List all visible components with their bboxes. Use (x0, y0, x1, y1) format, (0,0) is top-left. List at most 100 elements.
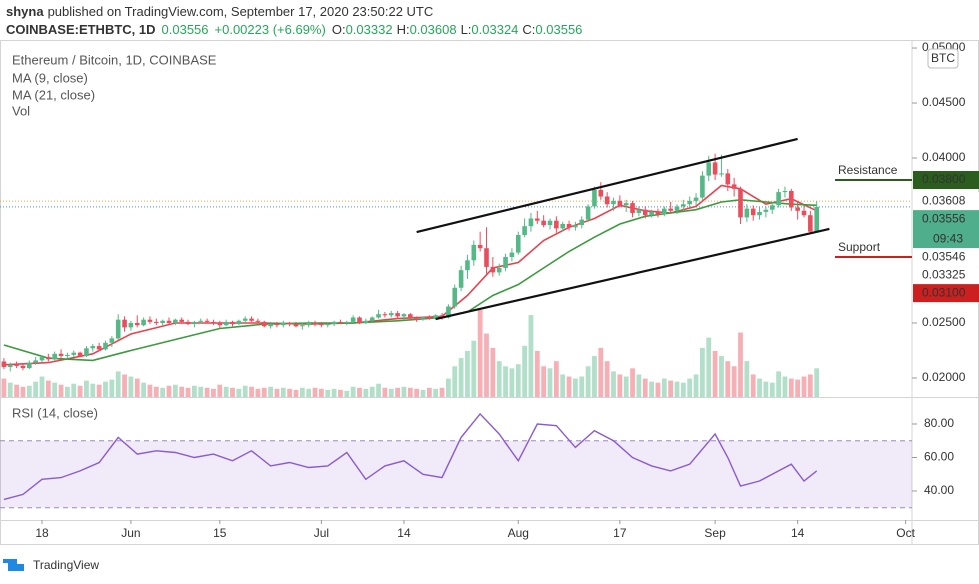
volume-bar (471, 340, 477, 397)
candle-body (750, 208, 756, 216)
candle-body (103, 342, 108, 350)
volume-bar (414, 388, 420, 397)
candle-body (319, 324, 324, 326)
candle-body (376, 314, 381, 318)
candle-body (789, 191, 794, 208)
volume-bar (77, 385, 83, 397)
symbol-line: COINBASE:ETHBTC, 1D 0.03556 +0.00223 (+6.6… (6, 22, 582, 37)
volume-bar (592, 356, 597, 397)
candle-body (439, 315, 445, 318)
volume-bar (541, 366, 547, 397)
volume-bar (223, 386, 229, 397)
volume-bar (642, 378, 648, 397)
volume-bar (331, 388, 337, 397)
volume-bar (153, 386, 159, 397)
x-tick-label: Aug (508, 526, 529, 540)
volume-bar (388, 388, 394, 397)
volume-bar (357, 387, 362, 397)
candle-body (515, 234, 521, 253)
volume-bar (179, 386, 185, 397)
volume-bar (534, 350, 540, 397)
candle-body (700, 175, 705, 198)
volume-bar (312, 387, 318, 397)
volume-bar (147, 384, 153, 397)
volume-bar (617, 374, 623, 397)
volume-bar (242, 385, 248, 397)
candle-body (344, 321, 350, 323)
volume-bar (566, 376, 572, 397)
volume-bar (33, 381, 39, 397)
candle-body (814, 206, 819, 232)
level-label: Resistance (838, 163, 898, 177)
volume-bar (744, 361, 750, 397)
volume-bar (407, 387, 413, 397)
volume-bar (236, 388, 242, 397)
candle-body (261, 321, 267, 327)
volume-bar (172, 384, 178, 397)
rsi-pane (0, 412, 912, 509)
volume-bar (668, 380, 674, 397)
volume-bar (395, 387, 400, 397)
candle-body (465, 260, 470, 271)
candle-body (331, 321, 337, 325)
volume-bar (255, 388, 261, 397)
rsi-line (3, 412, 818, 501)
candle-body (293, 324, 299, 327)
candle-body (471, 244, 477, 261)
rsi-band (0, 440, 912, 508)
symbol: COINBASE:ETHBTC, 1D (6, 22, 156, 37)
volume-bar (20, 386, 26, 397)
author: shyna (6, 4, 44, 19)
candle-body (731, 184, 737, 189)
volume-bar (249, 386, 254, 397)
candle-body (566, 223, 572, 228)
y-tick-label: 80.00 (924, 416, 954, 430)
legend-title: Ethereum / Bitcoin, 1D, COINBASE (12, 52, 217, 67)
volume-bar (465, 350, 470, 397)
candle-body (636, 209, 642, 214)
candle-body (592, 189, 597, 207)
candle-body (509, 252, 515, 257)
volume-bar (776, 371, 781, 397)
price-label: 0.03556 (922, 211, 966, 225)
candle-body (249, 318, 254, 321)
volume-bar (160, 387, 166, 397)
candle-body (281, 322, 286, 326)
candle-body (58, 353, 64, 356)
candle-body (763, 209, 769, 212)
volume-bar (807, 374, 813, 397)
candle-body (687, 200, 692, 205)
candle-body (217, 322, 223, 326)
volume-bar (757, 378, 762, 397)
candle-body (115, 319, 121, 339)
candle-body (420, 317, 426, 320)
candle-body (674, 206, 680, 211)
brand: TradingView (33, 558, 99, 572)
volume-bar (185, 387, 191, 397)
x-tick-label: Oct (896, 526, 915, 540)
candle-body (757, 211, 762, 216)
candle-body (363, 320, 369, 323)
stat-label: H: (397, 22, 410, 37)
volume-bar (299, 387, 305, 397)
candle-body (706, 162, 712, 176)
volume-bar (369, 386, 375, 397)
volume-bar (115, 371, 121, 397)
volume-bar (363, 388, 369, 397)
volume-bar (306, 388, 312, 397)
candle-body (77, 352, 83, 356)
candle-body (769, 205, 775, 210)
volume-bar (795, 379, 801, 397)
candle-body (528, 218, 534, 227)
x-tick-label: 15 (213, 526, 227, 540)
trend-line (416, 137, 798, 234)
candle-body (408, 314, 413, 319)
change: +0.00223 (+6.69%) (215, 22, 326, 37)
volume-bar (725, 361, 731, 397)
candle-body (20, 365, 26, 369)
volume-bar (280, 387, 286, 397)
volume-bar (426, 387, 432, 397)
candle-body (414, 318, 419, 320)
published: published on TradingView.com, September … (48, 4, 434, 19)
